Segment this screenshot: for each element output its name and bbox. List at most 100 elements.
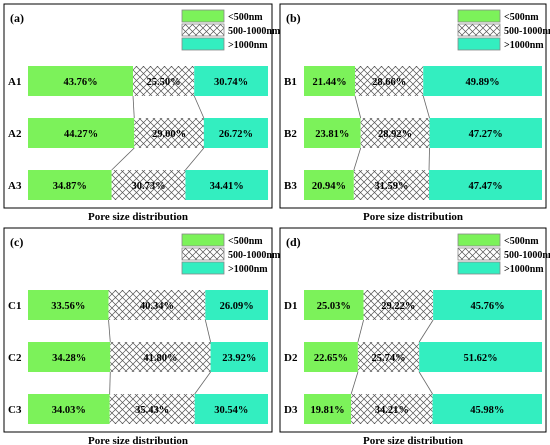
legend-swatch bbox=[457, 23, 501, 37]
connector-line bbox=[418, 371, 433, 395]
category-label: C2 bbox=[8, 352, 22, 364]
bar-segment bbox=[28, 394, 110, 424]
data-label: 31.59% bbox=[374, 181, 408, 192]
panel-a: (a) <500nm 500-1000nm >1000nm A1 43.76% 25.50%… bbox=[3, 3, 281, 223]
panel-label: (d) bbox=[286, 235, 301, 249]
bar-segment bbox=[28, 170, 112, 200]
data-label: 34.41% bbox=[210, 181, 244, 192]
panel-c: (c) <500nm 500-1000nm >1000nm C1 33.56% 40.34%… bbox=[3, 227, 281, 445]
data-label: 26.72% bbox=[219, 129, 253, 140]
category-label: B3 bbox=[284, 180, 297, 192]
bar-segment bbox=[304, 394, 352, 424]
bar-segment bbox=[110, 342, 211, 372]
legend-label: <500nm bbox=[504, 236, 539, 247]
data-label: 29.22% bbox=[381, 301, 415, 312]
legend-label: >1000nm bbox=[228, 264, 268, 275]
bar-segment bbox=[133, 66, 195, 96]
data-label: 34.28% bbox=[52, 353, 86, 364]
panel-d: (d) <500nm 500-1000nm >1000nm D1 25.03% 29.22%… bbox=[279, 227, 550, 445]
data-label: 35.43% bbox=[135, 405, 169, 416]
data-label: 49.89% bbox=[466, 77, 500, 88]
connector-line bbox=[185, 147, 205, 171]
legend-swatch bbox=[457, 247, 501, 261]
data-label: 25.74% bbox=[371, 353, 405, 364]
data-label: 44.27% bbox=[64, 129, 98, 140]
x-axis-title: Pore size distribution bbox=[363, 435, 463, 445]
connector-line bbox=[109, 371, 111, 395]
connector-line bbox=[194, 371, 211, 395]
data-label: 26.09% bbox=[220, 301, 254, 312]
bar-segment bbox=[194, 394, 268, 424]
category-label: A2 bbox=[8, 128, 22, 140]
connector-line bbox=[418, 319, 434, 343]
connector-line bbox=[111, 147, 135, 171]
bar-segment bbox=[28, 118, 135, 148]
panel-frame bbox=[3, 3, 273, 209]
category-label: A3 bbox=[8, 180, 22, 192]
data-label: 33.56% bbox=[51, 301, 85, 312]
panel-b: (b) <500nm 500-1000nm >1000nm B1 21.44% 28.66%… bbox=[279, 3, 550, 223]
legend-swatch bbox=[181, 247, 225, 261]
bar-segment bbox=[363, 290, 434, 320]
category-label: B2 bbox=[284, 128, 297, 140]
panel-frame bbox=[279, 227, 547, 433]
bar-segment bbox=[28, 290, 109, 320]
bar-segment bbox=[355, 66, 424, 96]
data-label: 25.03% bbox=[317, 301, 351, 312]
legend-label: <500nm bbox=[228, 12, 263, 23]
bar-segment bbox=[429, 118, 542, 148]
bar-segment bbox=[304, 66, 356, 96]
bar-segment bbox=[205, 290, 268, 320]
legend-label: 500-1000nm bbox=[228, 26, 281, 37]
bar-segment bbox=[210, 342, 268, 372]
data-label: 45.98% bbox=[470, 405, 504, 416]
data-label: 30.54% bbox=[214, 405, 248, 416]
bar-segment bbox=[28, 66, 134, 96]
bar-segment bbox=[304, 118, 361, 148]
category-label: D2 bbox=[284, 352, 298, 364]
category-label: D1 bbox=[284, 300, 297, 312]
bar-segment bbox=[203, 118, 268, 148]
legend-swatch bbox=[457, 9, 501, 23]
connector-line bbox=[354, 95, 362, 119]
bar-segment bbox=[111, 170, 186, 200]
bar-segment bbox=[304, 170, 354, 200]
bar-segment bbox=[423, 66, 542, 96]
bar-segment bbox=[304, 342, 358, 372]
x-axis-title: Pore size distribution bbox=[88, 211, 188, 223]
data-label: 34.21% bbox=[375, 405, 409, 416]
data-label: 22.65% bbox=[314, 353, 348, 364]
bar-segment bbox=[108, 290, 206, 320]
category-label: B1 bbox=[284, 76, 297, 88]
panel-label: (a) bbox=[10, 11, 24, 25]
data-label: 29.00% bbox=[152, 129, 186, 140]
legend-swatch bbox=[457, 261, 501, 275]
legend-swatch bbox=[457, 233, 501, 247]
panel-label: (b) bbox=[286, 11, 301, 25]
category-label: D3 bbox=[284, 404, 298, 416]
panel-frame bbox=[3, 227, 273, 433]
connector-line bbox=[422, 95, 430, 119]
bar-segment bbox=[194, 66, 268, 96]
legend-label: <500nm bbox=[504, 12, 539, 23]
data-label: 28.66% bbox=[372, 77, 406, 88]
legend-swatch bbox=[181, 23, 225, 37]
bar-segment bbox=[432, 394, 542, 424]
legend-swatch bbox=[457, 37, 501, 51]
bar-segment bbox=[304, 290, 364, 320]
data-label: 28.92% bbox=[378, 129, 412, 140]
data-label: 23.92% bbox=[222, 353, 256, 364]
connector-line bbox=[353, 147, 362, 171]
data-label: 45.76% bbox=[471, 301, 505, 312]
panel-frame bbox=[279, 3, 547, 209]
panel-label: (c) bbox=[10, 235, 23, 249]
data-label: 30.74% bbox=[214, 77, 248, 88]
data-label: 40.34% bbox=[140, 301, 174, 312]
data-label: 23.81% bbox=[315, 129, 349, 140]
category-label: C1 bbox=[8, 300, 21, 312]
connector-line bbox=[357, 319, 364, 343]
legend-swatch bbox=[181, 261, 225, 275]
bar-segment bbox=[134, 118, 204, 148]
legend-label: 500-1000nm bbox=[504, 26, 550, 37]
